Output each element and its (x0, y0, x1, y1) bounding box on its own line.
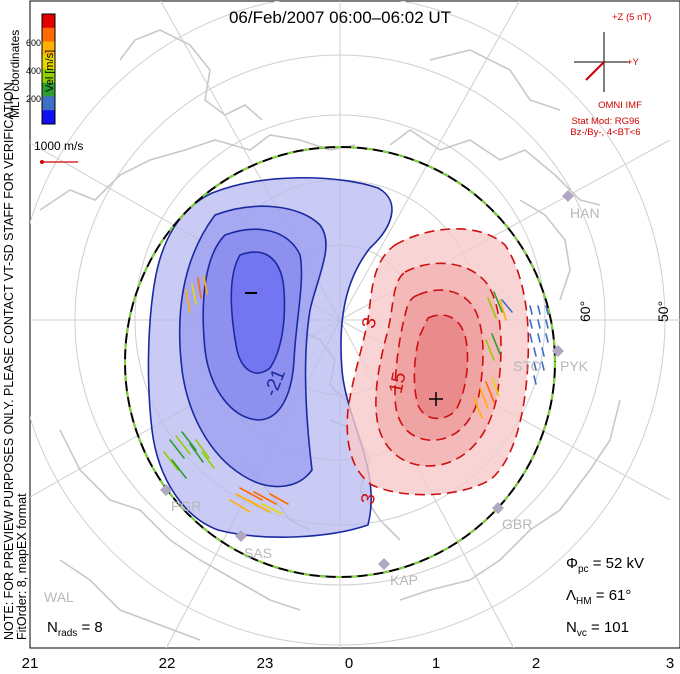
imf-condition-label: Bz-/By-, 4<BT<6 (570, 127, 641, 138)
lambda-symbol: Λ (566, 587, 577, 604)
station-label-gbr: GBR (502, 516, 533, 532)
colorbar-segment (42, 96, 55, 111)
hm-boundary-latitude: ΛHM = 61° (566, 587, 631, 607)
colorbar-unit-label: Vel [m/s] (44, 49, 56, 92)
colorbar-segment (42, 69, 55, 84)
mlt-label-3: 3 (665, 655, 675, 672)
heppner-maynard-boundary-dash (124, 146, 556, 578)
colorbar-segment (42, 55, 55, 70)
station-marker-kap (378, 558, 390, 570)
colorbar-segment (42, 82, 55, 97)
velocity-vectors-dusk (185, 275, 208, 313)
latitude-label-60: 60° (577, 300, 593, 322)
statistical-model-label: Stat Mod: RG96 (571, 116, 640, 127)
station-label-sto: STO (513, 358, 542, 374)
station-label-han: HAN (570, 205, 600, 221)
colorbar-tick-600: 600 (26, 38, 42, 48)
station-label-pgr: PGR (171, 498, 202, 514)
mlt-label-21: 21 (21, 655, 39, 672)
colorbar-tick-200: 200 (26, 94, 42, 104)
imf-z-label: +Z (5 nT) (612, 12, 652, 23)
preview-note: NOTE: FOR PREVIEW PURPOSES ONLY. PLEASE … (2, 78, 16, 640)
station-label-wal: WAL (44, 589, 74, 605)
imf-clock (574, 32, 630, 92)
radar-count: Nrads = 8 (47, 619, 103, 639)
imf-vector (585, 61, 605, 81)
mlt-label-23: 23 (256, 655, 274, 672)
potential-maximum-marker (429, 392, 443, 406)
reference-vector-label: 1000 m/s (34, 139, 84, 153)
contour-neg-4 (230, 251, 286, 374)
imf-y-label: +Y (627, 57, 639, 68)
lambda-value: = 61° (595, 587, 632, 604)
velocity-vectors-pyk (529, 305, 549, 385)
plot-title: 06/Feb/2007 06:00–06:02 UT (228, 8, 452, 27)
contour-label-pos-2: 15 (385, 370, 411, 396)
station-marker-sas (235, 530, 247, 542)
velocity-vectors-sto (473, 291, 513, 419)
velocity-vectors-sas (229, 487, 289, 515)
colorbar-segment (42, 110, 55, 125)
colorbar-segment (42, 41, 55, 56)
velocity-vectors-pgr (163, 431, 215, 479)
station-label-pyk: PYK (560, 358, 589, 374)
mlt-label-22: 22 (158, 655, 176, 672)
vector-count: Nvc = 101 (566, 619, 629, 639)
reference-vector (40, 160, 78, 164)
mlt-label-1: 1 (431, 655, 441, 672)
coordinates-label: MLT coordinates (8, 29, 22, 118)
nrads-subscript: rads (57, 628, 78, 639)
nrads-value: = 8 (81, 619, 103, 636)
plot-frame (29, 0, 680, 649)
station-label-sas: SAS (244, 545, 273, 561)
fit-order-note: FitOrder: 8, mapEX format (15, 493, 29, 640)
colorbar-segment (42, 27, 55, 42)
colorbar-segment (42, 14, 55, 29)
nvc-symbol: N (566, 619, 577, 636)
phi-symbol: Φ (566, 555, 578, 572)
contour-pos-4 (413, 314, 469, 420)
nvc-value: = 101 (591, 619, 629, 636)
colorbar-border (41, 13, 56, 125)
nrads-symbol: N (47, 619, 58, 636)
lambda-subscript: HM (576, 596, 592, 607)
colorbar-tick-400: 400 (26, 66, 42, 76)
mlt-label-0: 0 (344, 655, 354, 672)
negative-convection-cell (147, 176, 393, 538)
mlt-label-2: 2 (531, 655, 541, 672)
station-marker-pgr (160, 484, 172, 496)
station-marker-pyk (552, 345, 564, 357)
positive-convection-cell (346, 228, 530, 496)
cross-polar-cap-potential: Φpc = 52 kV (566, 555, 644, 575)
station-markers (160, 190, 574, 570)
imf-source-label: OMNI IMF (598, 100, 642, 111)
station-marker-han (562, 190, 574, 202)
latitude-label-50: 50° (655, 300, 671, 322)
station-marker-gbr (492, 502, 504, 514)
velocity-colorbar (41, 13, 56, 125)
nvc-subscript: vc (576, 628, 587, 639)
phi-subscript: pc (577, 564, 589, 575)
phi-value: = 52 kV (592, 555, 644, 572)
station-label-kap: KAP (390, 572, 419, 588)
